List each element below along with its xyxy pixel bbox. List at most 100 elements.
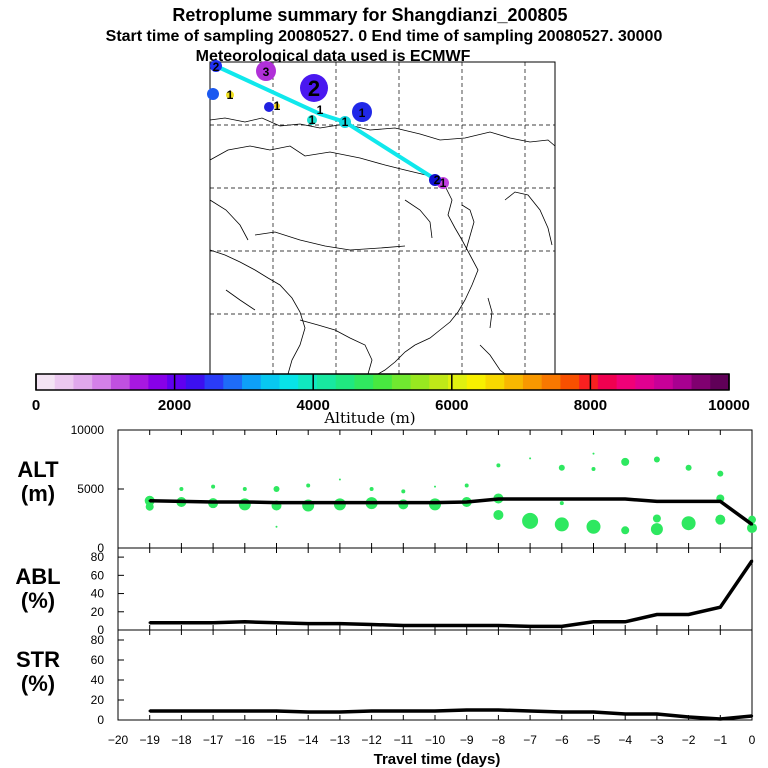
- colorbar-swatch: [654, 374, 674, 390]
- abl-ytick-label: 20: [91, 605, 105, 619]
- x-tick-label: 0: [749, 733, 756, 747]
- alt-plume-blob: [275, 525, 278, 528]
- x-tick-label: −20: [108, 733, 129, 747]
- marker-4: [207, 88, 219, 100]
- alt-plume-blob: [554, 517, 569, 532]
- colorbar: 0 2000 4000 6000 8000 10000 Altitude (m): [32, 373, 750, 427]
- alt-plume-blob: [529, 457, 532, 460]
- str-point: [180, 709, 183, 713]
- alt-plume-blob: [179, 487, 184, 491]
- colorbar-tick-label: 10000: [708, 397, 750, 414]
- x-tick-label: −16: [235, 733, 256, 747]
- alt-point: [433, 501, 437, 504]
- abl-point: [370, 623, 373, 626]
- str-point: [148, 709, 151, 713]
- alt-point: [275, 501, 278, 504]
- abl-ytick-label: 80: [91, 550, 105, 564]
- colorbar-swatch: [616, 374, 636, 390]
- colorbar-swatch: [373, 374, 393, 390]
- colorbar-ticks: 0 2000 4000 6000 8000 10000: [32, 374, 750, 414]
- x-tick-label: −17: [203, 733, 224, 747]
- alt-plume-blob: [652, 514, 661, 523]
- x-tick-label: −1: [713, 733, 727, 747]
- colorbar-swatches: [36, 374, 730, 390]
- alt-point: [687, 500, 690, 503]
- figure-title: Retroplume summary for Shangdianzi_20080…: [172, 5, 567, 25]
- abl-ytick-label: 40: [91, 587, 105, 601]
- abl-point: [402, 624, 405, 627]
- str-ytick-label: 0: [97, 713, 104, 727]
- marker-13-label: 2: [434, 173, 441, 187]
- colorbar-tick-label: 8000: [574, 397, 607, 414]
- alt-point: [180, 500, 183, 503]
- map-gridlines: [210, 62, 555, 374]
- colorbar-swatch: [522, 374, 543, 390]
- colorbar-swatch: [185, 374, 206, 390]
- x-tick-label: −12: [361, 733, 382, 747]
- colorbar-swatch: [710, 374, 730, 390]
- map-frame: [209, 61, 556, 375]
- marker-2-label: 3: [263, 65, 270, 79]
- colorbar-swatch: [260, 374, 280, 390]
- str-point: [370, 709, 373, 713]
- alt-point: [465, 500, 468, 504]
- str-point: [465, 708, 468, 712]
- marker-11: 1: [352, 102, 372, 122]
- marker-8: 1: [317, 103, 324, 117]
- str-point: [655, 712, 659, 716]
- colorbar-swatch: [448, 374, 468, 390]
- abl-point: [497, 624, 500, 627]
- marker-5: 1: [226, 88, 234, 102]
- colorbar-swatch: [466, 374, 487, 390]
- colorbar-swatch: [485, 374, 505, 390]
- x-tick-label: −10: [425, 733, 446, 747]
- alt-plume-blob: [559, 501, 564, 506]
- alt-plume-blob: [306, 483, 311, 488]
- alt-unit: (m): [21, 481, 55, 506]
- x-tick-label: −13: [330, 733, 351, 747]
- marker-6: [264, 102, 274, 112]
- alt-plume-blob: [145, 502, 154, 511]
- colorbar-swatch: [429, 374, 449, 390]
- x-tick-label: −8: [492, 733, 506, 747]
- alt-plume-blob: [464, 483, 469, 488]
- colorbar-swatch: [298, 374, 318, 390]
- str-ytick-label: 40: [91, 673, 105, 687]
- alt-plume-blob: [401, 489, 406, 494]
- alt-ytick-label: 5000: [77, 482, 104, 496]
- str-point: [592, 710, 595, 714]
- alt-point: [148, 499, 151, 502]
- colorbar-swatch: [36, 374, 56, 390]
- abl-point: [148, 621, 151, 624]
- abl-point: [560, 625, 563, 628]
- colorbar-tick-label: 6000: [435, 397, 468, 414]
- marker-5-label: 1: [227, 88, 234, 102]
- colorbar-swatch: [54, 374, 74, 390]
- colorbar-swatch: [204, 374, 224, 390]
- colorbar-swatch: [354, 374, 374, 390]
- alt-point: [497, 497, 500, 501]
- abl-point: [624, 620, 627, 623]
- alt-plume-blob: [273, 486, 280, 492]
- marker-10-label: 1: [342, 115, 349, 129]
- x-tick-label: −4: [618, 733, 632, 747]
- str-point: [719, 717, 722, 721]
- colorbar-swatch: [316, 374, 337, 390]
- abl-ytick-label: 60: [91, 568, 105, 582]
- x-tick-label: −15: [266, 733, 287, 747]
- abl-unit: (%): [21, 588, 55, 613]
- colorbar-swatch: [560, 374, 580, 390]
- alt-plume-blob: [429, 498, 441, 511]
- marker-7: 1: [274, 99, 281, 113]
- str-point: [528, 709, 532, 713]
- str-frame: [117, 629, 753, 721]
- abl-point: [465, 624, 468, 627]
- marker-10: 1: [339, 115, 351, 129]
- str-point: [402, 709, 405, 713]
- map-panel: 2 3 2 1 1 1 1 1 1 1 2: [207, 60, 556, 375]
- abl-frame: [117, 547, 753, 631]
- abl-point: [750, 559, 754, 562]
- alt-point: [243, 500, 246, 504]
- marker-9: 1: [307, 113, 317, 127]
- alt-plume-blob: [493, 509, 504, 520]
